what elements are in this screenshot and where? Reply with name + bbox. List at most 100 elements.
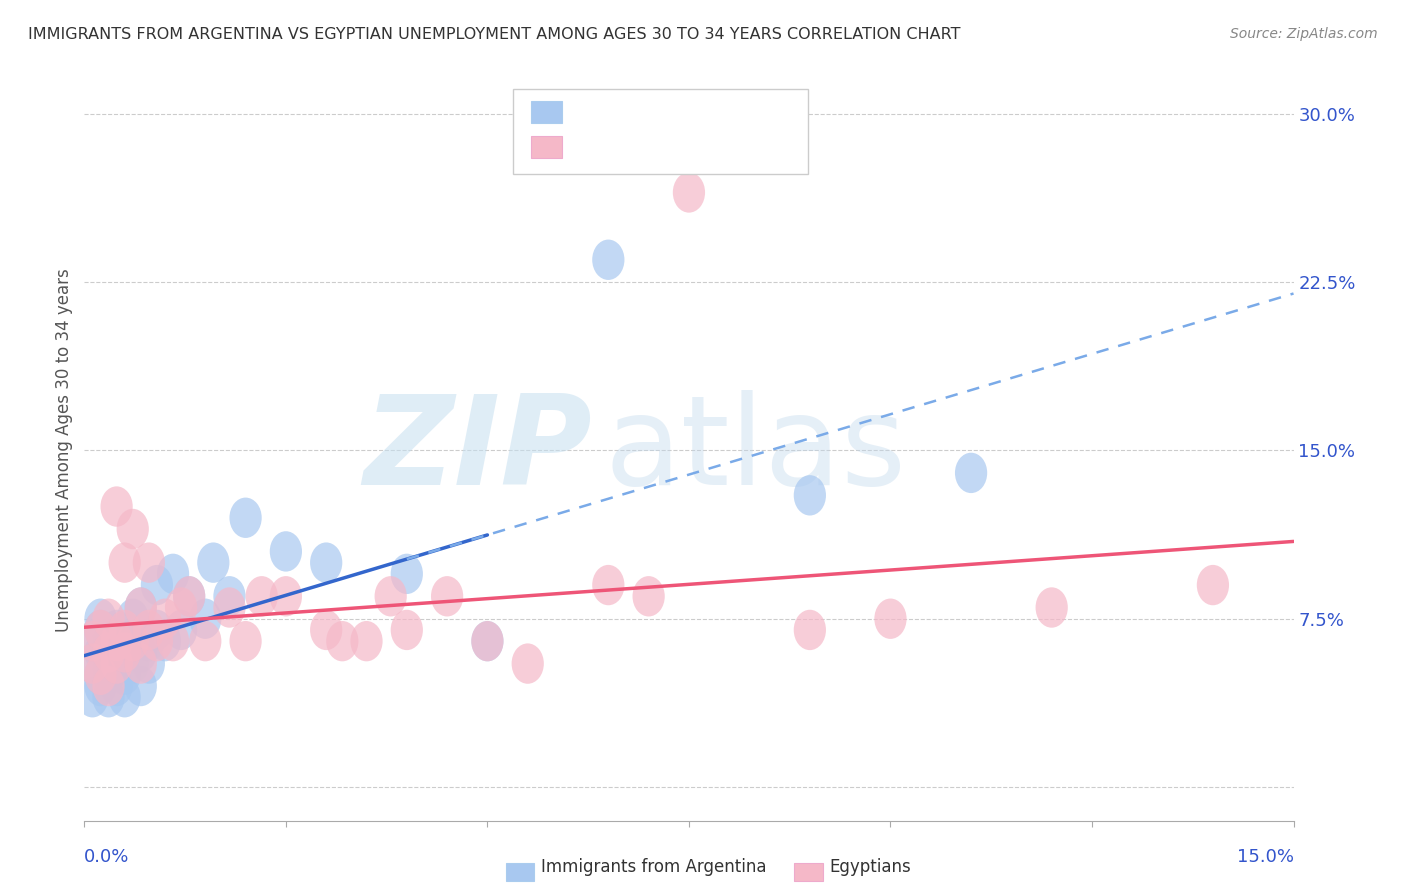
Ellipse shape — [93, 621, 125, 661]
Ellipse shape — [132, 610, 165, 650]
Text: Immigrants from Argentina: Immigrants from Argentina — [541, 858, 766, 876]
Ellipse shape — [197, 542, 229, 582]
Text: N =: N = — [654, 141, 706, 159]
Ellipse shape — [84, 610, 117, 650]
Ellipse shape — [471, 621, 503, 661]
Ellipse shape — [84, 665, 117, 706]
Ellipse shape — [512, 643, 544, 684]
Ellipse shape — [173, 576, 205, 616]
Ellipse shape — [84, 655, 117, 695]
Ellipse shape — [326, 621, 359, 661]
Ellipse shape — [100, 486, 132, 527]
Ellipse shape — [149, 621, 181, 661]
Ellipse shape — [108, 542, 141, 582]
Ellipse shape — [157, 554, 190, 594]
Ellipse shape — [76, 621, 108, 661]
Ellipse shape — [108, 610, 141, 650]
Ellipse shape — [157, 621, 190, 661]
Ellipse shape — [125, 632, 157, 673]
Ellipse shape — [246, 576, 278, 616]
Ellipse shape — [270, 532, 302, 572]
Text: 0.122: 0.122 — [605, 141, 657, 159]
Ellipse shape — [190, 621, 221, 661]
Ellipse shape — [141, 565, 173, 606]
Ellipse shape — [100, 621, 132, 661]
Ellipse shape — [955, 453, 987, 493]
Ellipse shape — [84, 610, 117, 650]
Ellipse shape — [270, 576, 302, 616]
Ellipse shape — [93, 632, 125, 673]
Ellipse shape — [229, 498, 262, 538]
Ellipse shape — [125, 587, 157, 628]
Ellipse shape — [875, 599, 907, 639]
Ellipse shape — [794, 475, 825, 516]
Ellipse shape — [1036, 587, 1067, 628]
Text: 46: 46 — [700, 106, 723, 124]
Ellipse shape — [132, 542, 165, 582]
Text: N =: N = — [654, 106, 706, 124]
Ellipse shape — [108, 677, 141, 717]
Ellipse shape — [76, 643, 108, 684]
Ellipse shape — [190, 599, 221, 639]
Ellipse shape — [93, 632, 125, 673]
Ellipse shape — [633, 576, 665, 616]
Ellipse shape — [311, 610, 342, 650]
Ellipse shape — [141, 621, 173, 661]
Text: Source: ZipAtlas.com: Source: ZipAtlas.com — [1230, 27, 1378, 41]
Ellipse shape — [76, 621, 108, 661]
Ellipse shape — [132, 643, 165, 684]
Text: IMMIGRANTS FROM ARGENTINA VS EGYPTIAN UNEMPLOYMENT AMONG AGES 30 TO 34 YEARS COR: IMMIGRANTS FROM ARGENTINA VS EGYPTIAN UN… — [28, 27, 960, 42]
Ellipse shape — [132, 621, 165, 661]
Ellipse shape — [165, 587, 197, 628]
Ellipse shape — [84, 655, 117, 695]
Y-axis label: Unemployment Among Ages 30 to 34 years: Unemployment Among Ages 30 to 34 years — [55, 268, 73, 632]
Ellipse shape — [117, 621, 149, 661]
Ellipse shape — [76, 677, 108, 717]
Text: R =: R = — [569, 141, 609, 159]
Ellipse shape — [125, 665, 157, 706]
Ellipse shape — [165, 610, 197, 650]
Ellipse shape — [214, 576, 246, 616]
Ellipse shape — [149, 599, 181, 639]
Ellipse shape — [108, 632, 141, 673]
Ellipse shape — [374, 576, 406, 616]
Ellipse shape — [84, 599, 117, 639]
Ellipse shape — [117, 599, 149, 639]
Ellipse shape — [794, 610, 825, 650]
Ellipse shape — [117, 508, 149, 549]
Ellipse shape — [391, 554, 423, 594]
Text: 15.0%: 15.0% — [1236, 847, 1294, 865]
Ellipse shape — [108, 632, 141, 673]
Ellipse shape — [117, 621, 149, 661]
Ellipse shape — [173, 576, 205, 616]
Ellipse shape — [471, 621, 503, 661]
Ellipse shape — [391, 610, 423, 650]
Ellipse shape — [311, 542, 342, 582]
Ellipse shape — [76, 643, 108, 684]
Ellipse shape — [93, 643, 125, 684]
Ellipse shape — [100, 643, 132, 684]
Text: atlas: atlas — [605, 390, 907, 511]
Ellipse shape — [93, 677, 125, 717]
Ellipse shape — [117, 643, 149, 684]
Ellipse shape — [100, 665, 132, 706]
Ellipse shape — [229, 621, 262, 661]
Ellipse shape — [125, 643, 157, 684]
Ellipse shape — [592, 565, 624, 606]
Ellipse shape — [432, 576, 463, 616]
Ellipse shape — [592, 240, 624, 280]
Text: 0.239: 0.239 — [605, 106, 657, 124]
Ellipse shape — [125, 587, 157, 628]
Ellipse shape — [108, 621, 141, 661]
Ellipse shape — [108, 655, 141, 695]
Ellipse shape — [214, 587, 246, 628]
Text: R =: R = — [569, 106, 609, 124]
Ellipse shape — [350, 621, 382, 661]
Ellipse shape — [100, 643, 132, 684]
Ellipse shape — [100, 621, 132, 661]
Text: Egyptians: Egyptians — [830, 858, 911, 876]
Ellipse shape — [84, 632, 117, 673]
Ellipse shape — [141, 610, 173, 650]
Ellipse shape — [673, 172, 704, 212]
Ellipse shape — [93, 665, 125, 706]
